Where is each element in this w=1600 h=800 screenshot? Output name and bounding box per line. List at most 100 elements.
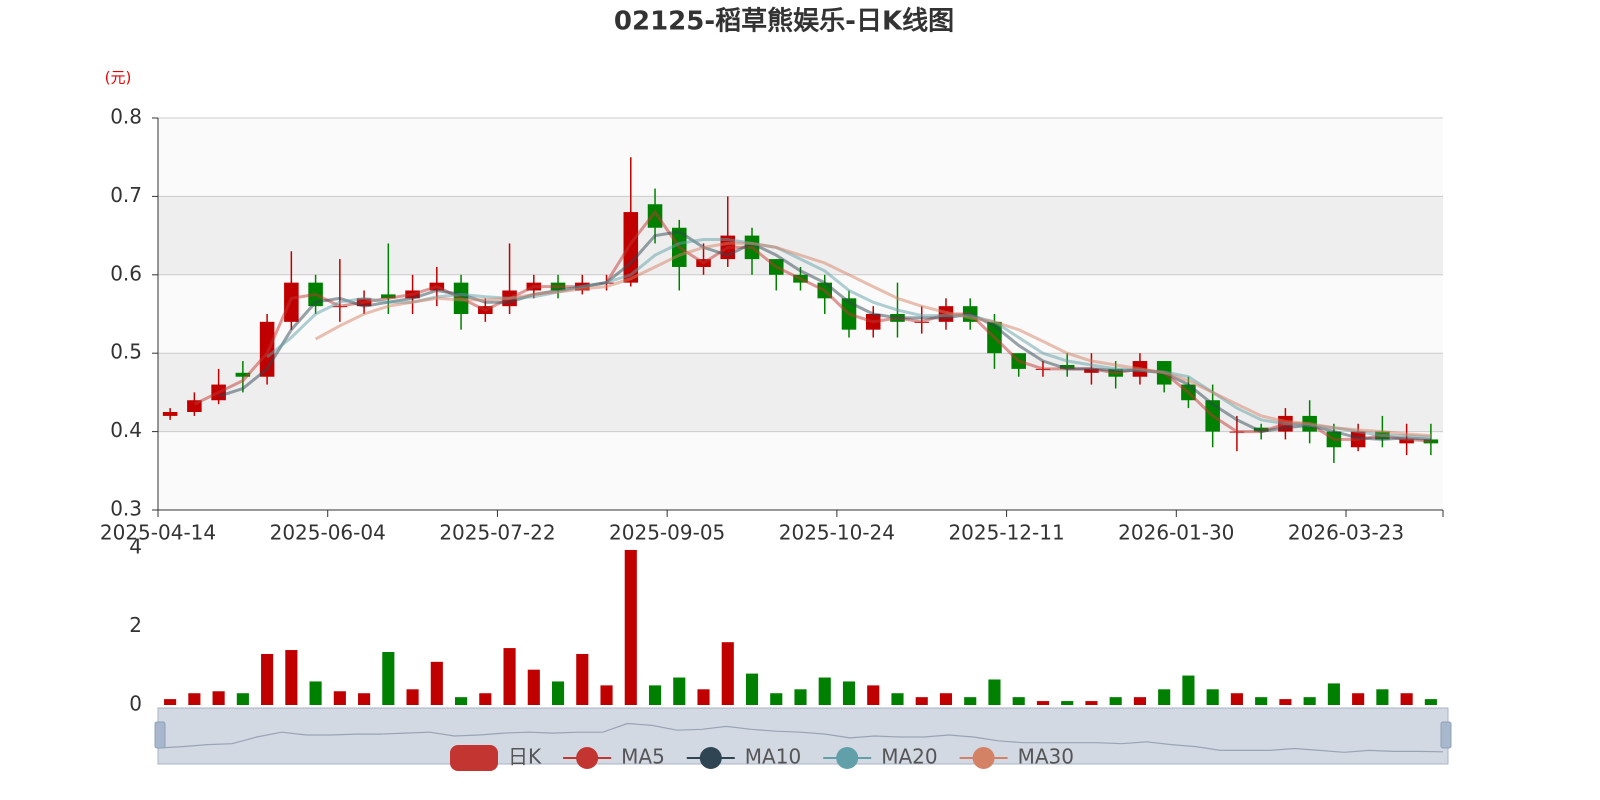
candle-body: [1084, 368, 1099, 373]
volume-bar: [212, 691, 225, 705]
volume-bar: [1085, 701, 1098, 705]
volume-bar: [164, 699, 177, 705]
candle-body: [187, 400, 202, 412]
volume-bar: [1279, 699, 1292, 705]
x-tick-label: 2025-10-24: [779, 521, 895, 545]
candle-body: [1059, 364, 1075, 369]
legend-item: 日K: [450, 745, 542, 771]
candle-body: [284, 282, 299, 322]
candle-body: [1253, 427, 1269, 432]
volume-bar: [479, 693, 492, 705]
legend-icon: [576, 747, 599, 769]
x-tick-label: 2026-03-23: [1288, 521, 1404, 545]
volume-bar: [1158, 689, 1171, 705]
volume-bar: [1206, 689, 1219, 705]
volume-bar: [1061, 701, 1074, 705]
x-tick-label: 2025-04-14: [100, 521, 216, 545]
volume-bar: [842, 681, 856, 705]
grid-band: [158, 353, 1443, 432]
volume-tick-label: 0: [129, 692, 142, 716]
volume-bar: [818, 677, 831, 705]
grid-band: [158, 431, 1443, 510]
x-tick-label: 2026-01-30: [1118, 521, 1234, 545]
legend-icon: [450, 745, 498, 771]
volume-bar: [236, 693, 249, 705]
legend-item: MA30: [959, 745, 1074, 769]
x-tick-label: 2025-06-04: [270, 521, 386, 545]
volume-bar: [1327, 683, 1340, 705]
candle-body: [647, 204, 663, 228]
volume-bar: [1109, 697, 1122, 705]
volume-bar: [1036, 701, 1050, 705]
volume-bar: [600, 685, 613, 705]
zoom-slider: [157, 707, 1449, 765]
volume-bar: [261, 653, 274, 705]
legend-label: MA30: [1018, 745, 1074, 769]
volume-bar: [430, 661, 443, 705]
zoom-handle: [154, 721, 166, 749]
grid-band: [158, 118, 1443, 197]
volume-bar: [794, 689, 807, 705]
volume-bar: [1230, 693, 1243, 705]
volume-tick-label: 2: [129, 613, 142, 637]
zoom-preview: [157, 722, 1444, 753]
legend-label: MA10: [745, 745, 801, 769]
volume-bar: [964, 697, 977, 705]
volume-bar: [406, 689, 419, 705]
volume-bar: [455, 697, 468, 705]
y-tick-label: 0.7: [110, 183, 142, 207]
volume-bar: [891, 693, 904, 705]
volume-bar: [745, 673, 759, 705]
ma-line: [266, 238, 1431, 439]
volume-bar: [1012, 697, 1025, 705]
legend-label: MA20: [881, 745, 937, 769]
volume-bar: [309, 681, 322, 705]
volume-bar: [551, 681, 565, 705]
legend-label: 日K: [508, 745, 542, 769]
volume-bar: [1133, 697, 1146, 705]
volume-bar: [624, 549, 637, 705]
volume-bar: [503, 648, 516, 705]
volume-bar: [1352, 693, 1365, 705]
volume-bar: [697, 689, 710, 705]
zoom-handle: [1440, 721, 1452, 749]
x-tick-label: 2025-09-05: [609, 521, 725, 545]
y-tick-label: 0.4: [110, 418, 142, 442]
volume-bar: [1400, 693, 1413, 705]
volume-tick-label: 4: [129, 535, 142, 559]
volume-bar: [382, 652, 395, 705]
volume-bar: [333, 691, 346, 705]
grid-band: [158, 196, 1443, 275]
legend-icon: [699, 747, 722, 769]
volume-bar: [1376, 689, 1389, 705]
volume-bar: [673, 677, 686, 705]
candle-body: [1399, 439, 1414, 444]
volume-bar: [915, 697, 928, 705]
candle-body: [162, 412, 178, 416]
candle-body: [381, 294, 396, 299]
legend-item: MA10: [686, 745, 801, 769]
ma-line: [193, 209, 1431, 443]
x-tick-label: 2025-07-22: [439, 521, 555, 545]
y-unit: (元): [105, 69, 132, 87]
ma-line: [314, 241, 1431, 437]
candle-body: [235, 372, 251, 377]
volume-bar: [1255, 697, 1268, 705]
y-tick-label: 0.8: [110, 105, 142, 129]
y-tick-label: 0.6: [110, 261, 142, 285]
ma-line: [218, 230, 1431, 441]
legend-label: MA5: [621, 745, 665, 769]
legend-item: MA5: [563, 745, 665, 769]
volume-bar: [721, 642, 734, 705]
legend-item: MA20: [823, 745, 938, 769]
volume-bar: [358, 693, 371, 705]
volume-bar: [188, 693, 201, 705]
x-tick-label: 2025-12-11: [948, 521, 1064, 545]
y-tick-label: 0.3: [110, 497, 142, 521]
candle-body: [1423, 439, 1439, 444]
volume-bar: [527, 669, 540, 705]
y-tick-label: 0.5: [110, 340, 142, 364]
volume-bar: [1424, 699, 1437, 705]
volume-bar: [867, 685, 880, 705]
